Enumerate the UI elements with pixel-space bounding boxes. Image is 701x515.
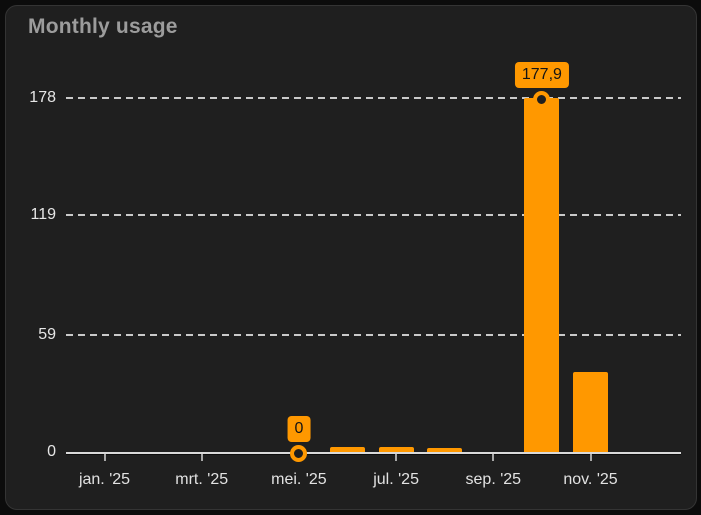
extrema-marker-min	[290, 444, 308, 462]
gridline	[66, 97, 681, 99]
monthly-usage-card: Monthly usage	[5, 5, 697, 510]
x-axis-tick	[492, 454, 495, 461]
gridline	[66, 333, 681, 336]
y-axis-label: 178	[29, 89, 56, 106]
chart-bar[interactable]	[524, 98, 560, 452]
chart-title: Monthly usage	[28, 15, 178, 38]
x-axis-label: nov. '25	[563, 471, 618, 488]
x-axis-label: mrt. '25	[175, 471, 229, 488]
chart-bar[interactable]	[378, 447, 414, 452]
x-axis-tick	[589, 454, 592, 461]
x-axis-label: mei. '25	[271, 471, 327, 488]
extrema-marker-max	[533, 90, 551, 108]
x-axis-tick	[200, 454, 203, 461]
x-axis-tick	[395, 454, 398, 461]
x-axis-label: jan. '25	[78, 471, 131, 488]
chart-bar[interactable]	[427, 448, 463, 452]
y-axis-label: 59	[38, 325, 56, 343]
chart-bar[interactable]	[573, 372, 608, 452]
x-axis-line	[66, 452, 681, 454]
x-axis-tick	[103, 454, 106, 461]
extrema-label-max: 177,9	[514, 62, 569, 89]
x-axis-label: sep. '25	[465, 471, 522, 488]
x-axis-label: jul. '25	[373, 471, 419, 488]
y-axis-label: 119	[30, 206, 56, 224]
y-axis-label: 0	[47, 443, 56, 460]
extrema-label-min: 0	[287, 416, 311, 442]
chart-bar[interactable]	[330, 447, 365, 452]
gridline	[66, 214, 681, 217]
